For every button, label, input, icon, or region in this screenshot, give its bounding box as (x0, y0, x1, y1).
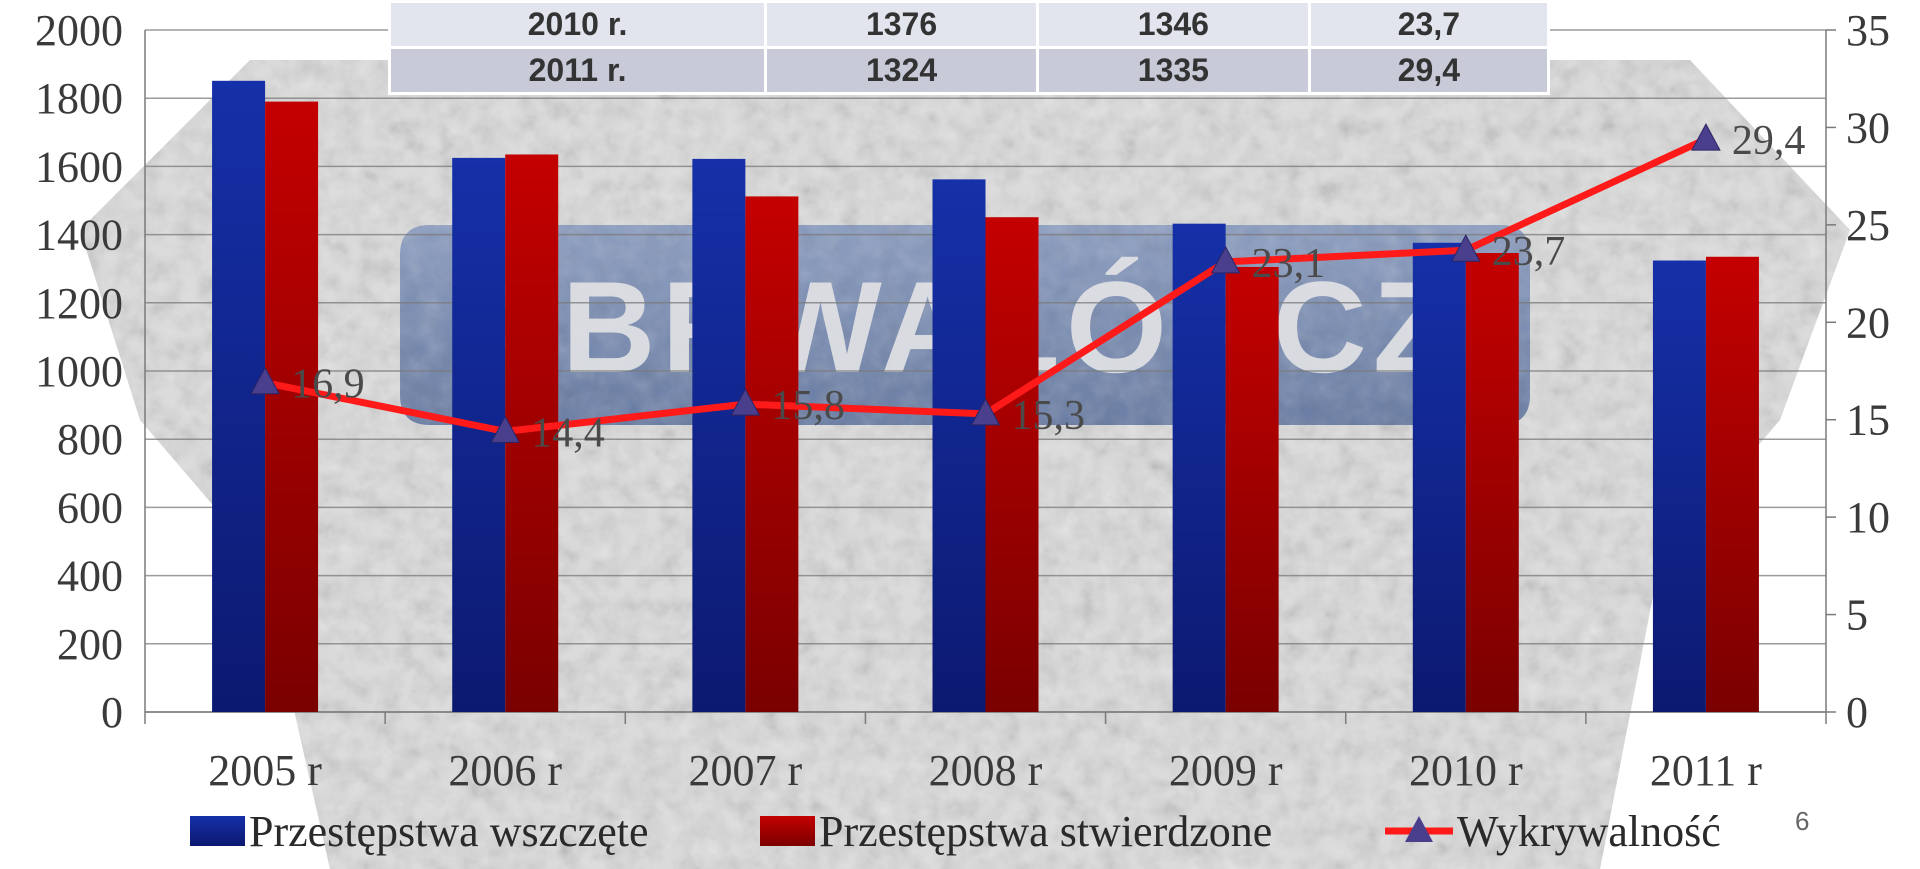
y-right-tick-label: 20 (1846, 298, 1890, 347)
detection-data-label: 23,7 (1492, 229, 1566, 275)
legend-item-przestepstwa-wszczete: Przestępstwa wszczęte (190, 807, 648, 856)
legend-swatch (760, 816, 815, 846)
detection-marker (250, 366, 280, 395)
detection-data-label: 15,8 (771, 383, 845, 429)
y-left-tick-label: 2000 (35, 6, 123, 55)
summary-table-cell: 1346 (1035, 0, 1311, 49)
legend: Przestępstwa wszczęte Przestępstwa stwier… (190, 807, 1721, 856)
y-right-tick-label: 10 (1846, 493, 1890, 542)
detection-data-label: 15,3 (1012, 393, 1086, 439)
detection-data-label: 23,1 (1252, 241, 1326, 287)
summary-table-cell: 1376 (764, 0, 1039, 49)
detection-marker (730, 388, 761, 416)
y-left-tick-label: 400 (57, 552, 123, 601)
bar-przestepstwa-wszczete (1412, 242, 1466, 712)
detection-data-label: 16,9 (291, 362, 365, 408)
y-right-tick-label: 25 (1846, 201, 1890, 250)
bar-przestepstwa-wszczete (692, 158, 746, 712)
y-right-tick-label: 30 (1846, 103, 1890, 152)
bar-przestepstwa-wszczete (212, 80, 266, 712)
legend-label: Wykrywalność (1457, 807, 1721, 856)
detection-marker (1691, 123, 1721, 151)
summary-table-cell: 2011 r. (387, 46, 768, 95)
summary-table-cell: 29,4 (1307, 46, 1551, 95)
bar-przestepstwa-wszczete (1652, 260, 1706, 712)
summary-table-cell: 1335 (1035, 46, 1311, 95)
summary-table-cell: 1324 (764, 46, 1039, 95)
legend-label: Przestępstwa wszczęte (249, 807, 648, 856)
detection-marker (970, 397, 1001, 426)
detection-marker (1450, 234, 1481, 262)
bar-przestepstwa-stwierdzone (1225, 266, 1279, 712)
summary-table-cell: 2010 r. (387, 0, 768, 49)
bar-przestepstwa-wszczete (932, 179, 986, 712)
y-left-tick-label: 1000 (35, 347, 123, 396)
legend-label: Przestępstwa stwierdzone (819, 807, 1272, 856)
y-left-tick-label: 1800 (35, 74, 123, 123)
bar-przestepstwa-stwierdzone (1705, 256, 1759, 712)
x-tick-label: 2006 r (448, 746, 562, 795)
y-right-tick-label: 15 (1846, 396, 1890, 445)
y-left-tick-label: 1600 (35, 142, 123, 191)
detection-data-label: 29,4 (1732, 118, 1806, 164)
detection-marker (490, 415, 521, 443)
summary-table: 2010 r. 1376 1346 23,7 2011 r. 1324 1335 29,4 (387, 0, 1551, 95)
summary-table-row: 2010 r. 1376 1346 23,7 (387, 0, 1551, 49)
bar-przestepstwa-stwierdzone (985, 217, 1039, 713)
legend-item-wykrywalnosc: Wykrywalność (1385, 807, 1721, 856)
x-tick-label: 2005 r (208, 746, 322, 795)
bars (212, 80, 1759, 713)
y-right-tick-label: 5 (1846, 591, 1868, 640)
y-left-tick-label: 1200 (35, 279, 123, 328)
bar-przestepstwa-stwierdzone (745, 196, 799, 712)
y-left-tick-label: 1400 (35, 211, 123, 260)
legend-swatch-marker (1405, 816, 1433, 842)
y-left-tick-label: 800 (57, 415, 123, 464)
bar-przestepstwa-stwierdzone (265, 101, 319, 713)
detection-data-label: 14,4 (531, 410, 605, 456)
x-tick-label: 2009 r (1169, 746, 1283, 795)
y-left-tick-label: 600 (57, 483, 123, 532)
y-left-tick-label: 0 (101, 688, 123, 737)
legend-swatch (190, 816, 245, 846)
legend-item-przestepstwa-stwierdzone: Przestępstwa stwierdzone (760, 807, 1272, 856)
y-right-tick-label: 35 (1846, 6, 1890, 55)
x-tick-label: 2011 r (1650, 746, 1762, 795)
tick-labels: 0 200 400 600 800 1000 1200 1400 1600 1800 2000 0 5 1… (35, 6, 1890, 795)
detection-marker (1210, 245, 1241, 274)
y-right-tick-label: 0 (1846, 688, 1868, 737)
x-tick-label: 2007 r (689, 746, 803, 795)
summary-table-row: 2011 r. 1324 1335 29,4 (387, 46, 1551, 95)
detection-line-series: 16,9 14,4 15,8 15,3 23,1 23,7 29,4 (250, 118, 1806, 456)
bar-przestepstwa-wszczete (1172, 223, 1226, 713)
axes (144, 29, 1836, 724)
bar-przestepstwa-stwierdzone (1465, 253, 1519, 713)
page-number: 6 (1795, 806, 1809, 836)
summary-table-container: 2010 r. 1376 1346 23,7 2011 r. 1324 1335 29,4 (387, 0, 1551, 95)
x-tick-label: 2010 r (1409, 746, 1523, 795)
y-left-tick-label: 200 (57, 620, 123, 669)
summary-table-cell: 23,7 (1307, 0, 1551, 49)
x-tick-label: 2008 r (929, 746, 1043, 795)
